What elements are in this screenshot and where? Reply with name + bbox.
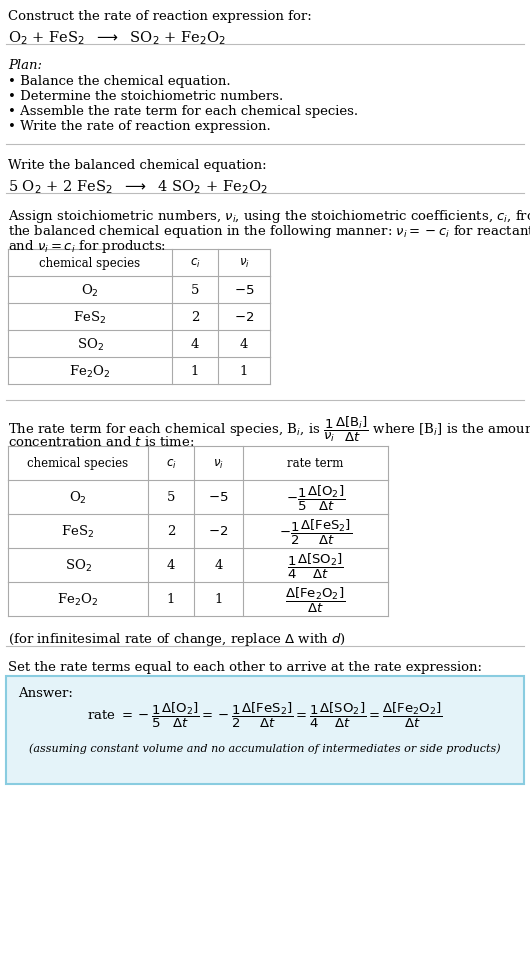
Text: Answer:: Answer: xyxy=(18,686,73,700)
Text: 1: 1 xyxy=(167,593,175,606)
Text: 1: 1 xyxy=(191,364,199,378)
Text: SO$_2$: SO$_2$ xyxy=(65,558,92,573)
Text: • Determine the stoichiometric numbers.: • Determine the stoichiometric numbers. xyxy=(8,90,283,103)
Text: $\nu_i$: $\nu_i$ xyxy=(213,457,224,470)
Text: concentration and $t$ is time:: concentration and $t$ is time: xyxy=(8,435,195,448)
Text: FeS$_2$: FeS$_2$ xyxy=(74,309,107,325)
Text: 1: 1 xyxy=(214,593,223,606)
FancyBboxPatch shape xyxy=(6,676,524,785)
Text: O$_2$: O$_2$ xyxy=(69,489,87,505)
Text: Fe$_2$O$_2$: Fe$_2$O$_2$ xyxy=(57,591,99,608)
Text: $-2$: $-2$ xyxy=(234,311,254,323)
Text: $\dfrac{1}{4}\dfrac{\Delta[\mathrm{SO_2}]}{\Delta t}$: $\dfrac{1}{4}\dfrac{\Delta[\mathrm{SO_2}… xyxy=(287,551,344,580)
Text: 4: 4 xyxy=(167,559,175,572)
Text: 5: 5 xyxy=(191,283,199,297)
Text: $-5$: $-5$ xyxy=(234,283,254,297)
Text: • Write the rate of reaction expression.: • Write the rate of reaction expression. xyxy=(8,120,271,133)
Text: (assuming constant volume and no accumulation of intermediates or side products): (assuming constant volume and no accumul… xyxy=(29,743,501,753)
Text: 4: 4 xyxy=(214,559,223,572)
Text: $\nu_i$: $\nu_i$ xyxy=(238,257,250,270)
Text: $c_i$: $c_i$ xyxy=(190,257,200,270)
Text: • Assemble the rate term for each chemical species.: • Assemble the rate term for each chemic… xyxy=(8,105,358,118)
Text: chemical species: chemical species xyxy=(39,257,140,270)
Text: 5: 5 xyxy=(167,491,175,504)
Text: rate term: rate term xyxy=(287,457,343,470)
Text: 1: 1 xyxy=(240,364,248,378)
Text: 4: 4 xyxy=(191,338,199,351)
Text: Set the rate terms equal to each other to arrive at the rate expression:: Set the rate terms equal to each other t… xyxy=(8,660,482,673)
Text: Construct the rate of reaction expression for:: Construct the rate of reaction expressio… xyxy=(8,10,312,23)
Text: $-2$: $-2$ xyxy=(208,525,228,538)
Text: Assign stoichiometric numbers, $\nu_i$, using the stoichiometric coefficients, $: Assign stoichiometric numbers, $\nu_i$, … xyxy=(8,208,530,225)
Text: 4: 4 xyxy=(240,338,248,351)
Text: O$_2$: O$_2$ xyxy=(81,282,99,298)
Text: chemical species: chemical species xyxy=(28,457,129,470)
Text: $\dfrac{\Delta[\mathrm{Fe_2O_2}]}{\Delta t}$: $\dfrac{\Delta[\mathrm{Fe_2O_2}]}{\Delta… xyxy=(285,585,346,614)
Text: $c_i$: $c_i$ xyxy=(166,457,176,470)
Text: Write the balanced chemical equation:: Write the balanced chemical equation: xyxy=(8,159,267,172)
Text: 2: 2 xyxy=(191,311,199,323)
Text: SO$_2$: SO$_2$ xyxy=(76,336,103,352)
Text: • Balance the chemical equation.: • Balance the chemical equation. xyxy=(8,75,231,88)
Text: $-\dfrac{1}{2}\dfrac{\Delta[\mathrm{FeS_2}]}{\Delta t}$: $-\dfrac{1}{2}\dfrac{\Delta[\mathrm{FeS_… xyxy=(279,517,352,546)
Text: Plan:: Plan: xyxy=(8,59,42,72)
Text: The rate term for each chemical species, B$_i$, is $\dfrac{1}{\nu_i}\dfrac{\Delt: The rate term for each chemical species,… xyxy=(8,414,530,444)
Text: rate $= -\dfrac{1}{5}\dfrac{\Delta[\mathrm{O_2}]}{\Delta t} = -\dfrac{1}{2}\dfra: rate $= -\dfrac{1}{5}\dfrac{\Delta[\math… xyxy=(87,700,443,729)
Text: 5 O$_2$ + 2 FeS$_2$  $\longrightarrow$  4 SO$_2$ + Fe$_2$O$_2$: 5 O$_2$ + 2 FeS$_2$ $\longrightarrow$ 4 … xyxy=(8,178,268,195)
Text: 2: 2 xyxy=(167,525,175,538)
Text: $-\dfrac{1}{5}\dfrac{\Delta[\mathrm{O_2}]}{\Delta t}$: $-\dfrac{1}{5}\dfrac{\Delta[\mathrm{O_2}… xyxy=(286,483,345,512)
Text: $-5$: $-5$ xyxy=(208,491,229,504)
Text: (for infinitesimal rate of change, replace $\Delta$ with $d$): (for infinitesimal rate of change, repla… xyxy=(8,630,346,648)
Text: Fe$_2$O$_2$: Fe$_2$O$_2$ xyxy=(69,363,111,379)
Text: the balanced chemical equation in the following manner: $\nu_i = -c_i$ for react: the balanced chemical equation in the fo… xyxy=(8,223,530,239)
Text: O$_2$ + FeS$_2$  $\longrightarrow$  SO$_2$ + Fe$_2$O$_2$: O$_2$ + FeS$_2$ $\longrightarrow$ SO$_2$… xyxy=(8,29,226,47)
Text: and $\nu_i = c_i$ for products:: and $\nu_i = c_i$ for products: xyxy=(8,237,166,255)
Text: FeS$_2$: FeS$_2$ xyxy=(61,524,94,539)
